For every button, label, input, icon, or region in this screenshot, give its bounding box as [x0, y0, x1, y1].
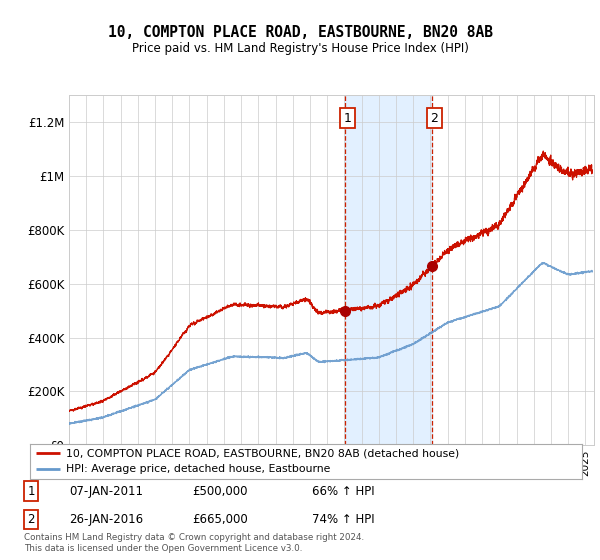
Text: Price paid vs. HM Land Registry's House Price Index (HPI): Price paid vs. HM Land Registry's House … — [131, 42, 469, 55]
Text: 10, COMPTON PLACE ROAD, EASTBOURNE, BN20 8AB (detached house): 10, COMPTON PLACE ROAD, EASTBOURNE, BN20… — [66, 448, 459, 458]
Text: 66% ↑ HPI: 66% ↑ HPI — [312, 484, 374, 498]
Text: 74% ↑ HPI: 74% ↑ HPI — [312, 513, 374, 526]
Text: £665,000: £665,000 — [192, 513, 248, 526]
Text: 07-JAN-2011: 07-JAN-2011 — [69, 484, 143, 498]
Text: Contains HM Land Registry data © Crown copyright and database right 2024.
This d: Contains HM Land Registry data © Crown c… — [24, 533, 364, 553]
Text: 1: 1 — [28, 484, 35, 498]
Text: 2: 2 — [430, 111, 438, 124]
Text: 10, COMPTON PLACE ROAD, EASTBOURNE, BN20 8AB: 10, COMPTON PLACE ROAD, EASTBOURNE, BN20… — [107, 25, 493, 40]
Text: 1: 1 — [344, 111, 352, 124]
Text: HPI: Average price, detached house, Eastbourne: HPI: Average price, detached house, East… — [66, 464, 330, 474]
Bar — [345, 95, 431, 445]
Text: 26-JAN-2016: 26-JAN-2016 — [69, 513, 143, 526]
Text: £500,000: £500,000 — [192, 484, 248, 498]
Text: 2: 2 — [28, 513, 35, 526]
